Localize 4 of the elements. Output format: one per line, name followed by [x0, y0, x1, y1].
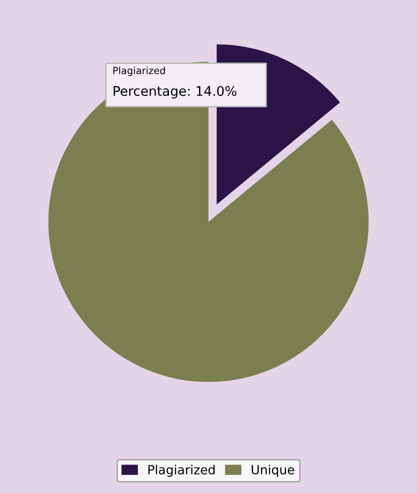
text: Percentage: 14.0%: [114, 86, 236, 99]
text: Plagiarized: [113, 66, 165, 76]
legend-label: Plagiarized: [148, 464, 215, 477]
legend-label: Unique: [252, 464, 294, 477]
